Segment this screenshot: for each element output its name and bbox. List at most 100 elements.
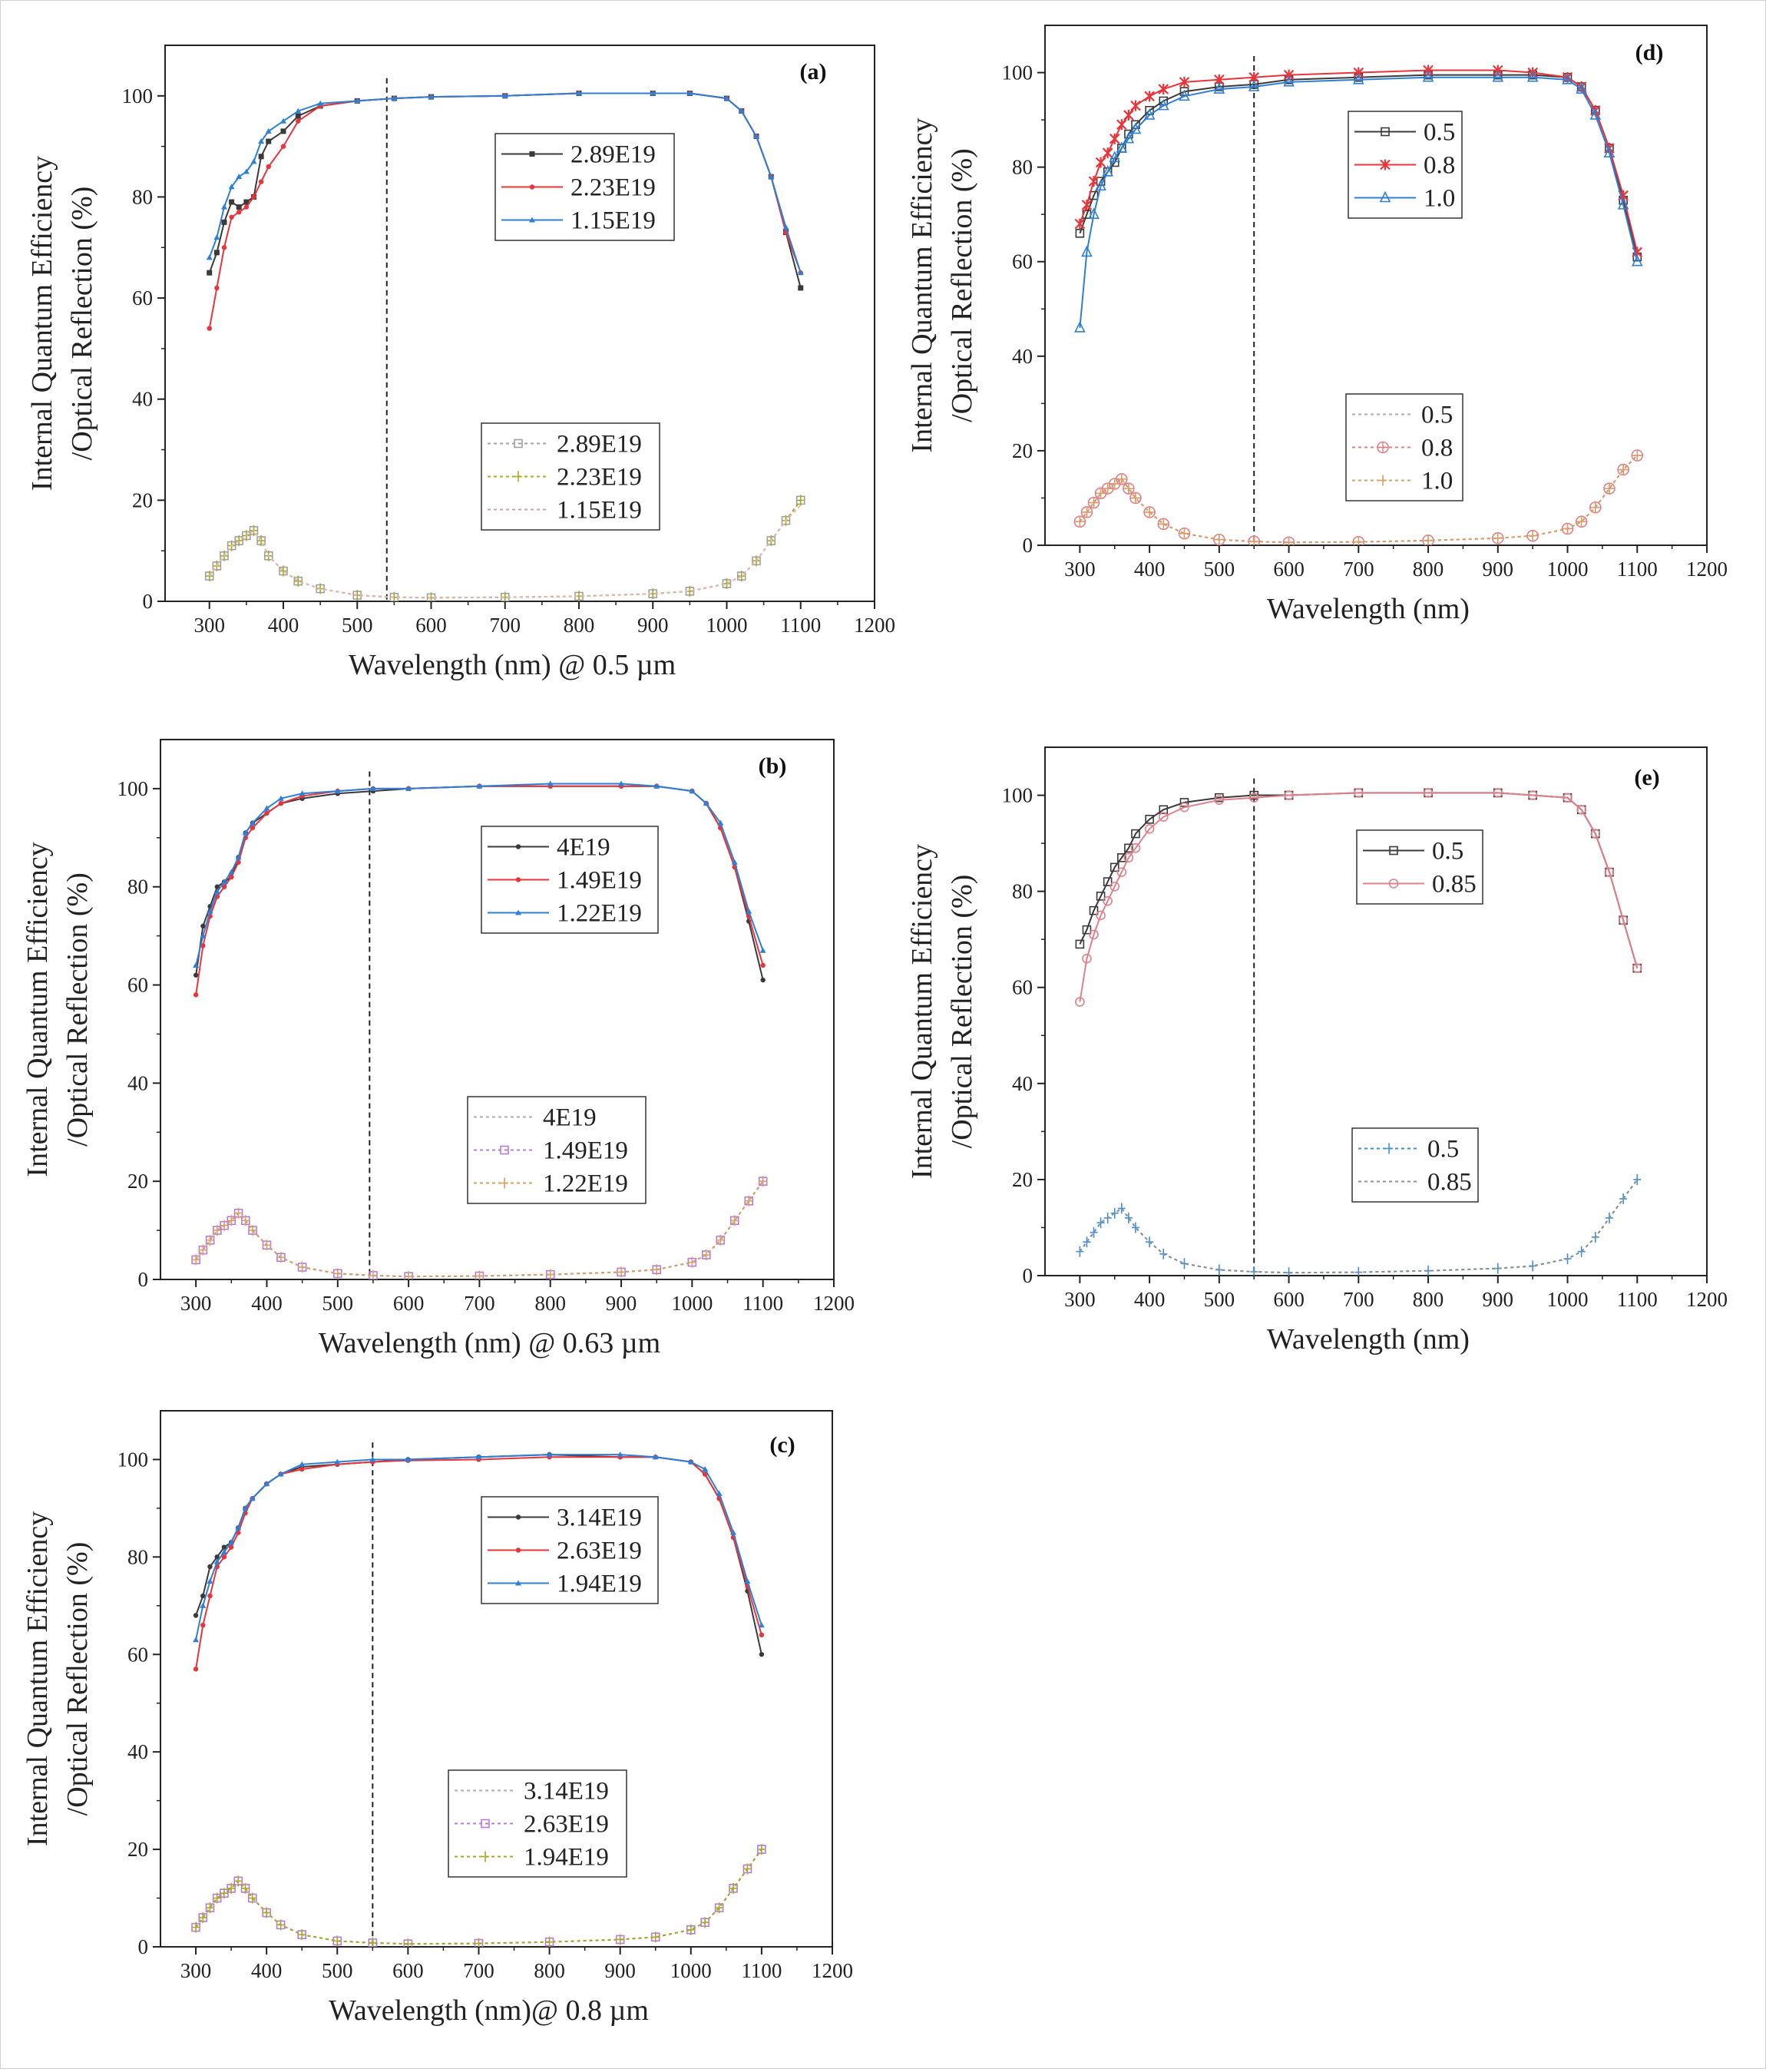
data-point xyxy=(686,90,693,96)
data-point xyxy=(1492,70,1504,82)
data-point xyxy=(1081,245,1093,257)
data-point xyxy=(1123,109,1134,121)
x-axis-label: Wavelength (nm)@ 0.8 µm xyxy=(329,1994,649,2027)
x-tick-label: 400 xyxy=(1134,1288,1166,1311)
y-tick-label: 20 xyxy=(1012,439,1033,462)
data-point xyxy=(1090,497,1098,508)
legend-swatch-marker xyxy=(481,1819,490,1829)
data-point xyxy=(221,219,227,225)
data-point xyxy=(744,1578,751,1584)
data-point xyxy=(1158,812,1169,822)
data-point xyxy=(1110,882,1120,892)
reflection-legend: 0.5 0.85 xyxy=(1351,1127,1479,1203)
x-tick-label: 900 xyxy=(604,1959,636,1982)
data-point xyxy=(428,94,435,100)
data-point xyxy=(207,326,212,331)
data-point xyxy=(1159,805,1169,815)
data-point xyxy=(277,1471,284,1477)
legend-swatch-marker xyxy=(529,217,535,223)
y-axis-label-line1: Internal Quantum Efficiency xyxy=(906,844,938,1179)
legend-label: 1.49E19 xyxy=(557,867,642,895)
data-point xyxy=(653,1264,661,1276)
data-point xyxy=(1605,483,1613,495)
data-point xyxy=(1619,1193,1628,1204)
x-tick-label: 300 xyxy=(180,1959,212,1982)
data-point xyxy=(652,1454,659,1460)
data-point xyxy=(1284,790,1294,800)
data-point xyxy=(475,1270,484,1279)
data-point xyxy=(1144,824,1155,834)
data-point xyxy=(193,962,200,968)
data-point xyxy=(280,128,286,134)
data-point xyxy=(1144,91,1155,102)
data-point xyxy=(334,788,341,794)
data-point xyxy=(1096,892,1106,901)
data-point xyxy=(241,1215,250,1226)
data-point xyxy=(213,1892,221,1904)
data-point xyxy=(220,1549,227,1555)
data-point xyxy=(369,1269,377,1279)
data-point xyxy=(1081,199,1093,210)
x-tick-label: 800 xyxy=(564,614,595,637)
data-point xyxy=(1089,905,1099,915)
data-point xyxy=(1424,535,1433,545)
data-point xyxy=(716,1234,725,1246)
data-point xyxy=(213,234,220,240)
chart-panel-e: 300 400 500 600 700 800 900 1000 1100 1200 0 20 40 60… xyxy=(906,746,1728,1355)
legend-swatch-marker xyxy=(514,471,522,482)
data-point xyxy=(242,1504,249,1511)
data-point xyxy=(1576,805,1586,815)
data-point xyxy=(369,785,376,791)
data-point xyxy=(653,783,660,789)
y-axis-label-line1: Internal Quantum Efficiency xyxy=(21,842,54,1177)
data-point xyxy=(1353,67,1364,78)
legend-label: 1.15E19 xyxy=(570,207,656,235)
data-point xyxy=(1102,147,1113,159)
data-point xyxy=(1146,506,1154,518)
data-point xyxy=(1103,877,1113,886)
data-point xyxy=(768,174,775,180)
reflection-legend: 3.14E19 2.63E19 1.94E19 xyxy=(448,1769,627,1878)
data-point xyxy=(687,1458,694,1465)
data-point xyxy=(701,1917,709,1928)
data-point xyxy=(1633,450,1642,462)
data-point xyxy=(796,495,805,506)
data-point xyxy=(1110,862,1119,872)
legend-label: 2.63E19 xyxy=(524,1811,609,1839)
data-point xyxy=(369,1937,377,1947)
data-point xyxy=(1591,501,1599,513)
data-point xyxy=(1180,528,1189,539)
y-tick-label: 0 xyxy=(143,590,154,613)
data-point xyxy=(193,1613,199,1618)
data-point xyxy=(207,270,213,276)
data-point xyxy=(296,118,301,124)
data-point xyxy=(1563,523,1572,535)
x-tick-label: 1200 xyxy=(813,1292,855,1315)
data-point xyxy=(250,825,256,831)
data-point xyxy=(221,1554,227,1560)
data-point xyxy=(1095,179,1106,191)
data-point xyxy=(277,795,284,801)
data-point xyxy=(251,194,256,200)
data-point xyxy=(249,1495,256,1501)
data-point xyxy=(617,1451,623,1458)
data-point xyxy=(759,1652,765,1657)
data-point xyxy=(1131,1222,1139,1233)
data-point xyxy=(1283,75,1295,87)
data-point xyxy=(229,214,234,220)
data-point xyxy=(1076,1246,1084,1257)
data-point xyxy=(1082,925,1092,935)
data-point xyxy=(746,908,752,914)
iqe-legend: 4E19 1.49E19 1.22E19 xyxy=(481,826,659,934)
x-axis-label: Wavelength (nm) @ 0.5 µm xyxy=(349,649,676,681)
data-point xyxy=(266,138,272,144)
legend-label: 3.14E19 xyxy=(557,1504,642,1532)
y-tick-label: 80 xyxy=(1012,880,1033,903)
x-tick-label: 700 xyxy=(1343,1288,1374,1311)
data-point xyxy=(753,133,759,139)
y-tick-label: 80 xyxy=(127,875,148,899)
legend-label: 2.63E19 xyxy=(557,1537,642,1565)
y-axis-label-line1: Internal Quantum Efficiency xyxy=(906,118,938,452)
data-point xyxy=(227,1882,236,1894)
data-point xyxy=(236,210,242,215)
